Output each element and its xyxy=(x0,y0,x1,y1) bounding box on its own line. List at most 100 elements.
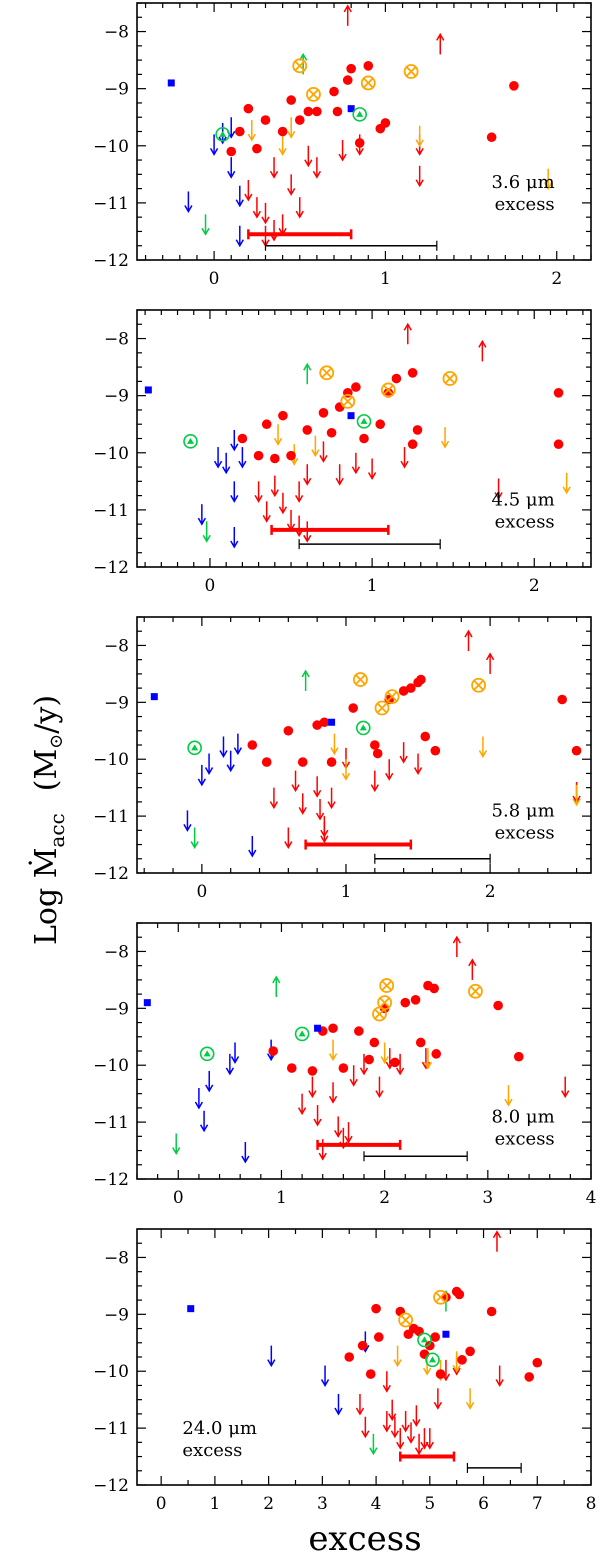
blue-upper-limit-arrow xyxy=(230,494,239,503)
red-upper-limit-arrow xyxy=(401,1424,410,1433)
red-lower-limit-arrow xyxy=(452,935,462,944)
y-tick-label: −10 xyxy=(93,444,129,464)
red-point xyxy=(486,132,497,143)
orange-crossed-circle xyxy=(292,58,308,74)
orange-upper-limit-arrow xyxy=(544,182,553,191)
y-tick-label: −10 xyxy=(93,1056,129,1076)
orange-crossed-circle xyxy=(381,980,392,991)
red-upper-limit-arrow xyxy=(390,1430,400,1439)
green-upper-limit-arrow xyxy=(190,841,199,849)
blue-upper-limit-arrow xyxy=(222,466,231,475)
y-tick-label: −10 xyxy=(93,137,129,157)
red-point xyxy=(253,450,264,461)
red-point xyxy=(457,1355,467,1365)
red-point xyxy=(261,757,272,767)
red-point xyxy=(307,1066,318,1076)
green-lower-limit-arrow xyxy=(299,52,308,61)
blue-upper-limit-arrow xyxy=(227,170,236,179)
red-upper-limit-arrow xyxy=(382,1384,391,1393)
orange-upper-limit-arrow xyxy=(273,437,283,446)
red-point xyxy=(332,106,343,117)
red-point xyxy=(268,1046,279,1056)
blue-upper-limit-arrow xyxy=(204,767,214,776)
red-upper-limit-arrow xyxy=(385,772,394,781)
green-circled-triangle xyxy=(356,110,364,117)
red-upper-limit-arrow xyxy=(313,789,322,798)
red-point xyxy=(557,694,567,705)
orange-crossed-circle xyxy=(383,384,394,396)
blue-upper-limit-arrow xyxy=(238,460,247,469)
red-point xyxy=(344,1352,355,1362)
orange-upper-limit-arrow xyxy=(278,147,287,156)
red-point xyxy=(390,1057,400,1068)
red-point xyxy=(357,1340,368,1351)
x-tick-label: 3 xyxy=(317,1494,328,1514)
red-point xyxy=(431,1049,442,1059)
red-upper-limit-arrow xyxy=(297,1107,307,1116)
red-upper-limit-arrow xyxy=(415,179,424,188)
red-point xyxy=(354,138,365,148)
blue-square-point xyxy=(144,386,152,394)
orange-upper-limit-arrow xyxy=(562,486,571,495)
blue-square-point xyxy=(442,1330,450,1338)
y-tick-label: −12 xyxy=(93,1476,129,1496)
red-point xyxy=(261,419,272,430)
red-point xyxy=(410,995,421,1005)
red-point xyxy=(398,686,409,696)
orange-crossed-circle xyxy=(468,983,483,999)
red-upper-limit-arrow xyxy=(561,1090,570,1099)
red-point xyxy=(312,720,322,730)
orange-upper-limit-arrow xyxy=(287,130,296,139)
red-upper-limit-arrow xyxy=(284,841,293,849)
green-circled-triangle xyxy=(425,1352,440,1368)
green-circled-triangle xyxy=(298,1030,306,1037)
blue-square-point xyxy=(347,412,355,420)
red-point xyxy=(237,433,248,444)
orange-crossed-circle xyxy=(380,382,396,398)
red-point xyxy=(369,1037,380,1048)
orange-crossed-circle xyxy=(360,75,376,91)
orange-crossed-circle xyxy=(294,60,305,72)
x-tick-label: 1 xyxy=(380,269,391,289)
red-upper-limit-arrow xyxy=(270,489,279,498)
red-lower-limit-arrow xyxy=(464,629,473,638)
red-upper-limit-arrow xyxy=(320,835,329,844)
red-point xyxy=(303,106,314,117)
y-tick-label: −8 xyxy=(104,636,129,656)
red-upper-limit-arrow xyxy=(269,801,279,810)
red-upper-limit-arrow xyxy=(262,514,271,523)
y-tick-label: −10 xyxy=(93,1362,129,1382)
blue-upper-limit-arrow xyxy=(205,1084,214,1093)
red-point xyxy=(429,983,439,994)
x-tick-label: 0 xyxy=(173,1188,184,1208)
red-upper-limit-arrow xyxy=(495,1379,504,1388)
blue-square-point xyxy=(167,79,175,87)
red-upper-limit-arrow xyxy=(375,1090,384,1099)
red-upper-limit-arrow xyxy=(396,1441,405,1450)
red-point xyxy=(509,81,519,91)
red-point xyxy=(243,103,254,114)
red-point xyxy=(425,1340,435,1351)
x-tick-label: 1 xyxy=(341,882,352,902)
red-point xyxy=(430,1332,440,1342)
red-point xyxy=(400,997,411,1008)
red-upper-limit-arrow xyxy=(304,159,313,168)
y-tick-label: −11 xyxy=(93,1113,129,1133)
red-upper-limit-arrow xyxy=(252,210,262,219)
blue-upper-limit-arrow xyxy=(183,824,192,832)
y-tick-label: −12 xyxy=(93,864,129,884)
x-tick-label: 7 xyxy=(532,1494,543,1514)
orange-upper-limit-arrow xyxy=(330,747,339,756)
orange-crossed-circle xyxy=(363,77,374,89)
x-tick-label: 1 xyxy=(276,1188,287,1208)
red-point xyxy=(318,408,329,418)
red-upper-limit-arrow xyxy=(388,1413,397,1422)
red-point xyxy=(354,1026,364,1036)
red-point xyxy=(371,1303,381,1314)
red-point xyxy=(435,1369,446,1379)
red-point xyxy=(524,1372,535,1382)
red-point xyxy=(319,717,330,728)
orange-upper-limit-arrow xyxy=(423,1061,433,1070)
